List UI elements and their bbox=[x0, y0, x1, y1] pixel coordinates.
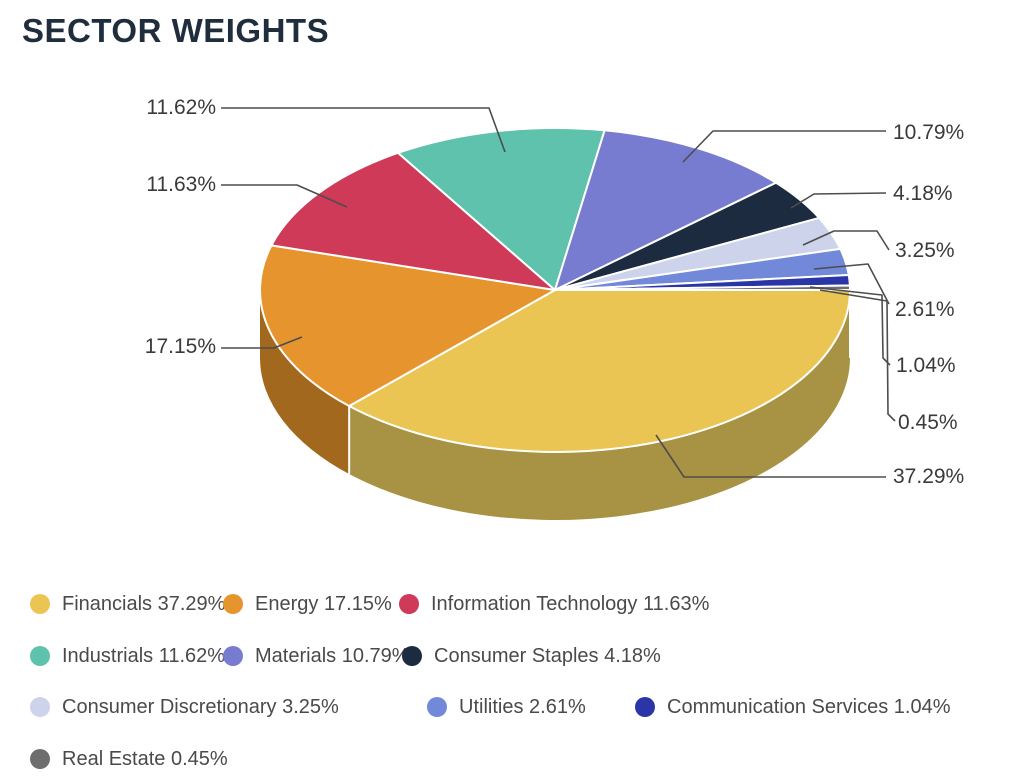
callout-line-communication-services bbox=[809, 286, 891, 366]
legend-item-financials[interactable]: Financials 37.29% bbox=[30, 590, 225, 618]
legend-item-materials[interactable]: Materials 10.79% bbox=[223, 642, 410, 670]
callout-line-information-technology bbox=[221, 184, 348, 208]
pie-chart-canvas bbox=[221, 107, 896, 520]
pie-slice-materials[interactable] bbox=[554, 129, 778, 291]
pie-slice-real-estate[interactable] bbox=[554, 284, 851, 291]
legend-dot-financials bbox=[30, 594, 50, 614]
legend-dot-materials bbox=[223, 646, 243, 666]
legend-item-consumer-staples[interactable]: Consumer Staples 4.18% bbox=[402, 642, 661, 670]
legend-item-consumer-discretionary[interactable]: Consumer Discretionary 3.25% bbox=[30, 693, 339, 721]
callout-label-information-technology: 11.63% bbox=[146, 173, 216, 196]
pie-slice-side-energy bbox=[260, 290, 350, 475]
legend-item-communication-services[interactable]: Communication Services 1.04% bbox=[635, 693, 950, 721]
legend-dot-energy bbox=[223, 594, 243, 614]
callout-label-consumer-staples: 4.18% bbox=[893, 182, 953, 205]
callout-line-industrials bbox=[221, 107, 506, 153]
callout-label-real-estate: 0.45% bbox=[898, 411, 958, 434]
pie-slice-energy[interactable] bbox=[259, 244, 556, 408]
legend-dot-consumer-staples bbox=[402, 646, 422, 666]
callout-label-materials: 10.79% bbox=[893, 121, 965, 144]
callout-label-industrials: 11.62% bbox=[146, 96, 216, 119]
pie-slice-side-financials bbox=[349, 290, 851, 520]
pie-slice-financials[interactable] bbox=[348, 289, 851, 453]
callout-label-consumer-discretionary: 3.25% bbox=[895, 239, 955, 262]
legend-dot-real-estate bbox=[30, 749, 50, 769]
callout-line-real-estate bbox=[819, 289, 896, 422]
legend-dot-industrials bbox=[30, 646, 50, 666]
legend-dot-utilities bbox=[427, 697, 447, 717]
callout-label-energy: 17.15% bbox=[144, 335, 216, 358]
chart-title: SECTOR WEIGHTS bbox=[22, 12, 330, 49]
legend-item-industrials[interactable]: Industrials 11.62% bbox=[30, 642, 225, 670]
callout-line-utilities bbox=[813, 263, 890, 305]
callout-line-financials bbox=[655, 434, 886, 478]
legend-dot-consumer-discretionary bbox=[30, 697, 50, 717]
callout-line-materials bbox=[682, 130, 886, 163]
legend-item-utilities[interactable]: Utilities 2.61% bbox=[427, 693, 586, 721]
callout-line-consumer-discretionary bbox=[802, 230, 890, 251]
legend-item-real-estate[interactable]: Real Estate 0.45% bbox=[30, 745, 228, 773]
legend-item-energy[interactable]: Energy 17.15% bbox=[223, 590, 392, 618]
callout-label-communication-services: 1.04% bbox=[896, 354, 956, 377]
pie-slice-information-technology[interactable] bbox=[270, 151, 556, 291]
callout-label-utilities: 2.61% bbox=[895, 298, 955, 321]
legend-dot-communication-services bbox=[635, 697, 655, 717]
legend-dot-information-technology bbox=[399, 594, 419, 614]
callout-line-consumer-staples bbox=[790, 192, 887, 209]
callout-label-financials: 37.29% bbox=[893, 465, 965, 488]
callout-line-energy bbox=[221, 336, 303, 349]
legend-item-information-technology[interactable]: Information Technology 11.63% bbox=[399, 590, 709, 618]
